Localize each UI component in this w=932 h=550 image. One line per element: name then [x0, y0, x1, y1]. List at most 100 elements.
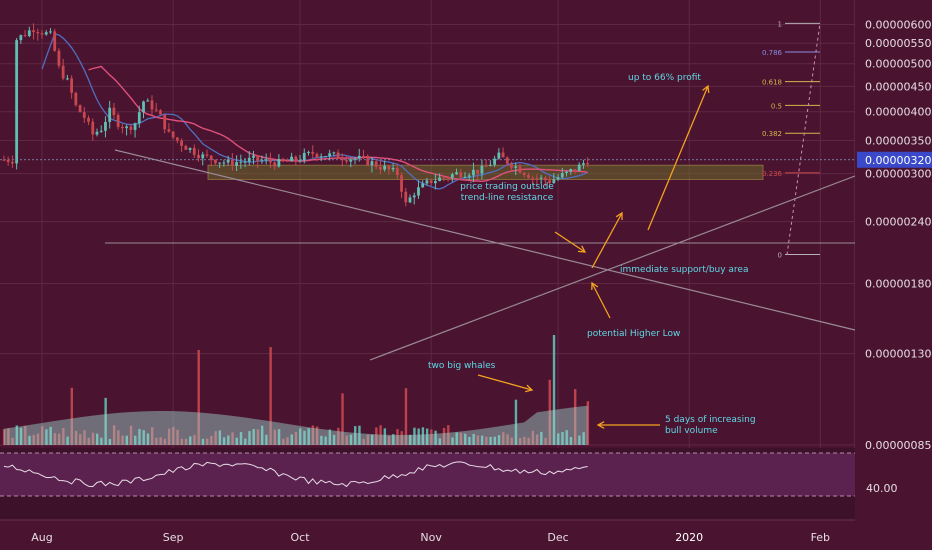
candle-body: [476, 169, 480, 174]
resistance-annotation: trend-line resistance: [461, 193, 554, 203]
volume-bar: [430, 429, 433, 445]
volume-bar: [260, 425, 264, 445]
candle-body: [535, 178, 539, 180]
volume-bar: [337, 427, 340, 445]
volume-ma-area: [3, 405, 588, 445]
candle-body: [137, 112, 141, 124]
candle-body: [349, 159, 353, 162]
candle-body: [324, 156, 327, 158]
candle-body: [345, 160, 348, 162]
y-tick-label: 0.00000350: [865, 134, 931, 147]
volume-bar: [569, 436, 573, 445]
y-tick-label: 0.00000500: [865, 58, 931, 71]
candle-body: [15, 40, 19, 164]
volume-bar: [74, 430, 78, 445]
candle-body: [2, 159, 6, 161]
resistance-trendline: [114, 149, 856, 331]
volume-bar: [307, 428, 310, 445]
volume-bar: [24, 425, 27, 445]
volume-bar: [36, 433, 40, 445]
candle-body: [463, 176, 467, 178]
candle-body: [362, 155, 365, 157]
candle-body: [366, 155, 370, 166]
volume-bar: [210, 435, 213, 445]
volume-bar: [434, 430, 437, 445]
candle-body: [49, 31, 52, 33]
volume-bar: [129, 425, 133, 445]
volume-bar: [489, 436, 492, 445]
volume-bar: [2, 429, 6, 445]
volume-bar: [565, 430, 568, 445]
candle-body: [412, 195, 416, 198]
profit-annotation: up to 66% profit: [628, 73, 701, 83]
candle-body: [146, 100, 150, 102]
candle-body: [209, 155, 213, 160]
volume-bar: [79, 434, 82, 445]
volume-bar: [523, 436, 526, 445]
volume-bar: [299, 428, 302, 445]
volume-bar: [193, 434, 196, 445]
candle-body: [70, 78, 74, 93]
volume-bar: [134, 435, 137, 445]
volume-bar: [451, 437, 454, 445]
candle-body: [421, 183, 425, 188]
volume-bar: [375, 427, 378, 445]
candle-body: [353, 158, 357, 160]
volume-bar: [138, 428, 141, 445]
candle-body: [252, 155, 255, 158]
candle-body: [269, 159, 272, 163]
candle-body: [104, 121, 107, 131]
volume-bars: [2, 335, 590, 445]
volume-bar: [510, 437, 513, 445]
volume-bar: [112, 425, 116, 445]
candle-body: [44, 32, 48, 35]
candle-body: [501, 152, 505, 158]
candle-body: [260, 160, 264, 162]
candle-body: [480, 165, 484, 174]
volume-bar: [146, 433, 150, 445]
candle-body: [6, 159, 10, 162]
annotations: up to 66% profit price trading outsidetre…: [428, 73, 756, 436]
volume-bar: [315, 426, 319, 445]
volume-bar: [472, 433, 475, 445]
volume-bar: [214, 431, 217, 445]
volume-bar: [540, 431, 543, 445]
rsi-line: [3, 461, 588, 488]
fib-label: 0.786: [762, 49, 783, 57]
volume-bar: [349, 434, 353, 445]
x-axis-bg: [0, 520, 932, 550]
volume-bar: [502, 432, 505, 445]
candle-body: [484, 165, 488, 167]
candle-body: [120, 126, 124, 129]
volume-bar: [518, 438, 522, 445]
y-tick-label: 0.00000130: [865, 348, 931, 361]
volume-bar: [409, 434, 412, 445]
fib-label: 0.236: [762, 170, 783, 178]
volume-bar: [244, 438, 247, 445]
candle-body: [455, 172, 458, 175]
volume-bar: [121, 435, 124, 445]
candle-body: [493, 158, 497, 165]
volume-bar: [184, 438, 188, 445]
arrow-resistance: [554, 231, 586, 253]
volume-bar: [218, 430, 222, 445]
whales-annotation: two big whales: [428, 361, 496, 371]
candle-body: [243, 161, 247, 163]
volume-bar: [527, 437, 530, 445]
x-tick-label: Nov: [420, 531, 442, 544]
candle-body: [429, 180, 433, 184]
arrow-up-1-head: [615, 211, 623, 221]
candle-body: [150, 100, 154, 110]
support-zone: [207, 164, 764, 180]
arrow-resistance-head: [577, 245, 587, 253]
rsi-panel: [0, 448, 855, 520]
candle-body: [586, 163, 590, 165]
volume-bar: [91, 432, 95, 445]
candle-body: [527, 174, 530, 178]
volume-bar: [66, 436, 69, 445]
arrow-up-2: [647, 85, 709, 231]
candle-body: [357, 155, 361, 159]
volume-bar: [413, 427, 416, 445]
volume-bar: [235, 437, 238, 445]
volume-bar: [464, 433, 467, 445]
